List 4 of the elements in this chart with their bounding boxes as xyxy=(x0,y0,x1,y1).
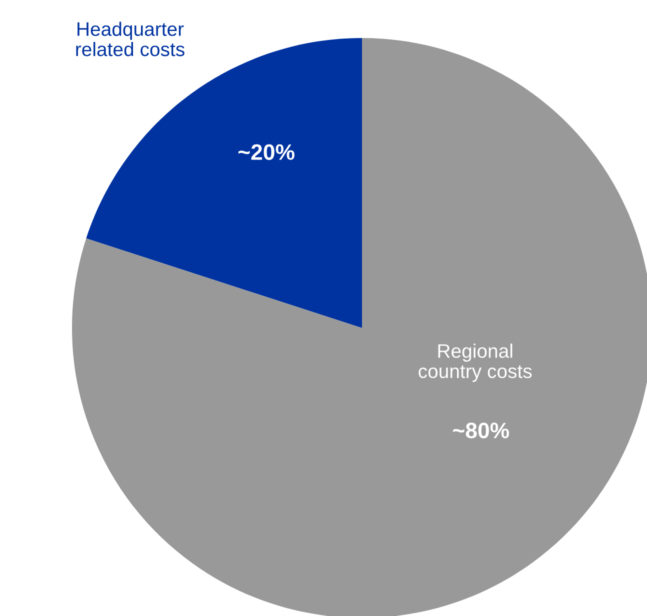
slice-label: Headquarter related costs xyxy=(76,22,184,56)
data-label: ~80% xyxy=(453,422,510,438)
slice-label: Regional country costs xyxy=(418,344,532,382)
data-label: ~20% xyxy=(238,144,294,160)
